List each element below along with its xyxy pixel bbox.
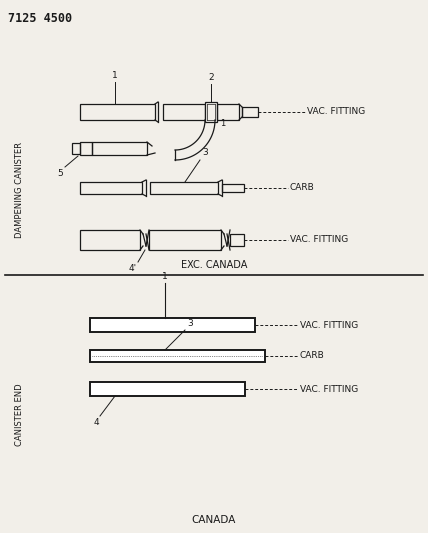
Bar — [90, 318, 255, 332]
Text: 2: 2 — [208, 73, 214, 82]
Text: CARB: CARB — [300, 351, 325, 360]
Bar — [80, 104, 155, 120]
Text: VAC. FITTING: VAC. FITTING — [307, 108, 365, 117]
Text: 4': 4' — [129, 264, 137, 273]
Text: 3: 3 — [187, 319, 193, 328]
Text: 3: 3 — [202, 148, 208, 157]
Bar — [163, 104, 205, 120]
Text: 4: 4 — [93, 418, 99, 427]
Text: CANISTER END: CANISTER END — [15, 384, 24, 446]
Text: 7125 4500: 7125 4500 — [8, 12, 72, 25]
Text: 1: 1 — [162, 272, 168, 281]
Bar — [90, 382, 245, 396]
Text: VAC. FITTING: VAC. FITTING — [290, 236, 348, 245]
Bar — [90, 350, 265, 362]
Bar — [92, 142, 147, 155]
Bar — [242, 107, 258, 117]
Bar — [80, 142, 92, 155]
Text: EXC. CANADA: EXC. CANADA — [181, 260, 247, 270]
Bar — [80, 182, 142, 194]
Bar — [150, 182, 218, 194]
Text: CANADA: CANADA — [192, 515, 236, 525]
Text: 1: 1 — [112, 71, 118, 80]
Text: 5: 5 — [57, 169, 63, 178]
Text: VAC. FITTING: VAC. FITTING — [300, 384, 358, 393]
Bar — [230, 234, 244, 246]
Bar — [222, 184, 244, 192]
Bar — [149, 230, 221, 250]
Bar — [80, 230, 140, 250]
Text: DAMPENING CANISTER: DAMPENING CANISTER — [15, 142, 24, 238]
Bar — [205, 102, 217, 122]
Text: 1: 1 — [220, 119, 225, 128]
Text: CARB: CARB — [290, 183, 315, 192]
Text: VAC. FITTING: VAC. FITTING — [300, 320, 358, 329]
Bar — [217, 104, 239, 120]
Bar — [72, 143, 80, 154]
